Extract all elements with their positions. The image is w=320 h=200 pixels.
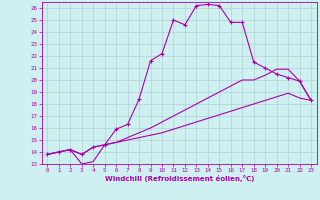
X-axis label: Windchill (Refroidissement éolien,°C): Windchill (Refroidissement éolien,°C) [105, 175, 254, 182]
